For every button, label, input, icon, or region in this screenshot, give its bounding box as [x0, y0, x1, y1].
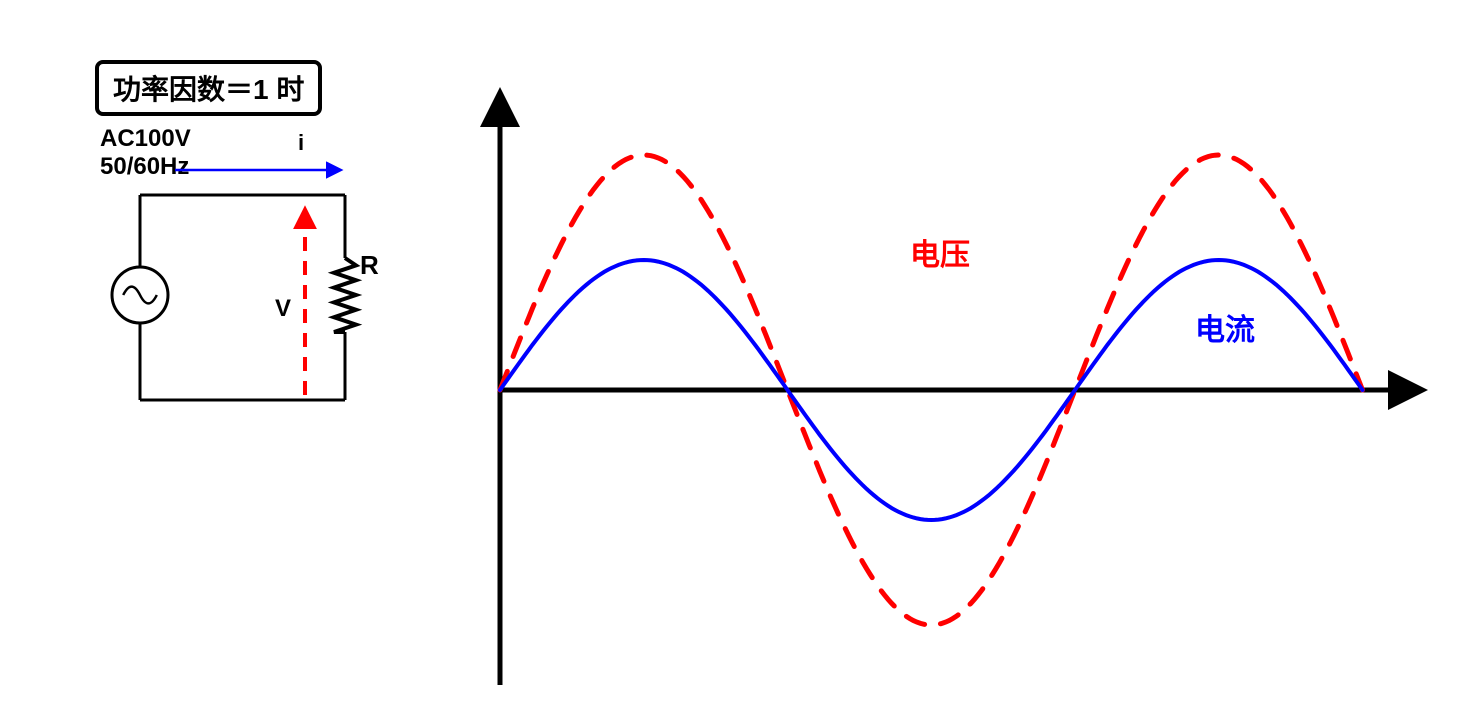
waveform-chart [500, 95, 1420, 685]
diagram-svg [0, 0, 1478, 727]
resistor-icon [334, 258, 356, 332]
circuit-diagram [112, 170, 356, 400]
